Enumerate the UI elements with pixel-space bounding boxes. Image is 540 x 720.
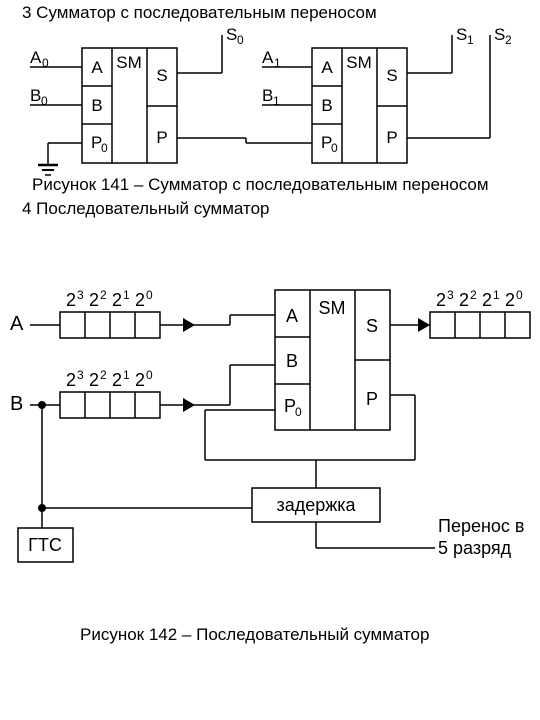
svg-text:B: B bbox=[10, 393, 23, 415]
svg-text:2: 2 bbox=[100, 288, 107, 302]
svg-text:2: 2 bbox=[66, 290, 76, 310]
svg-text:2: 2 bbox=[470, 288, 477, 302]
svg-text:S: S bbox=[226, 25, 237, 44]
svg-text:2: 2 bbox=[135, 290, 145, 310]
svg-text:2: 2 bbox=[89, 290, 99, 310]
svg-text:2: 2 bbox=[89, 370, 99, 390]
svg-text:1: 1 bbox=[467, 33, 474, 47]
fig2-reg-a: 23 22 21 20 bbox=[60, 288, 160, 338]
svg-text:S: S bbox=[386, 66, 397, 85]
svg-text:S: S bbox=[156, 66, 167, 85]
fig2-delay: задержка bbox=[252, 488, 380, 522]
svg-text:B: B bbox=[321, 96, 332, 115]
svg-text:B: B bbox=[262, 86, 273, 105]
fig2-carry-label-1: Перенос в bbox=[438, 516, 524, 536]
svg-text:2: 2 bbox=[505, 290, 515, 310]
svg-text:SM: SM bbox=[346, 53, 372, 72]
svg-text:2: 2 bbox=[482, 290, 492, 310]
svg-text:1: 1 bbox=[273, 94, 280, 108]
svg-text:B: B bbox=[91, 96, 102, 115]
fig1-caption: Рисунок 141 – Сумматор с последовательны… bbox=[32, 175, 489, 194]
svg-text:3: 3 bbox=[447, 288, 454, 302]
svg-text:2: 2 bbox=[112, 290, 122, 310]
svg-text:1: 1 bbox=[493, 288, 500, 302]
fig2-caption: Рисунок 142 – Последовательный сумматор bbox=[80, 625, 429, 644]
svg-text:A: A bbox=[286, 306, 298, 326]
svg-text:0: 0 bbox=[42, 56, 49, 70]
svg-text:P: P bbox=[386, 128, 397, 147]
svg-text:A: A bbox=[91, 58, 103, 77]
svg-text:0: 0 bbox=[295, 405, 302, 419]
svg-text:2: 2 bbox=[66, 370, 76, 390]
svg-text:2: 2 bbox=[135, 370, 145, 390]
svg-text:0: 0 bbox=[237, 33, 244, 47]
figure-1: 3 Сумматор с последовательным переносом … bbox=[22, 3, 512, 194]
svg-text:B: B bbox=[30, 86, 41, 105]
svg-text:3: 3 bbox=[77, 368, 84, 382]
svg-text:2: 2 bbox=[100, 368, 107, 382]
svg-text:2: 2 bbox=[505, 33, 512, 47]
svg-text:2: 2 bbox=[459, 290, 469, 310]
svg-text:A: A bbox=[262, 48, 274, 67]
svg-text:1: 1 bbox=[123, 368, 130, 382]
fig1-heading: 3 Сумматор с последовательным переносом bbox=[22, 3, 377, 22]
figure-2: A 23 22 21 20 B 2 bbox=[10, 288, 530, 562]
svg-text:B: B bbox=[286, 351, 298, 371]
svg-text:3: 3 bbox=[77, 288, 84, 302]
svg-text:S: S bbox=[366, 316, 378, 336]
svg-text:задержка: задержка bbox=[276, 495, 356, 515]
svg-text:0: 0 bbox=[41, 94, 48, 108]
svg-text:SM: SM bbox=[116, 53, 142, 72]
fig1-adder-2: A B P 0 SM S P bbox=[312, 48, 407, 163]
svg-text:0: 0 bbox=[331, 141, 338, 155]
svg-text:A: A bbox=[321, 58, 333, 77]
fig2-reg-out: 23 22 21 20 bbox=[430, 288, 530, 338]
svg-text:A: A bbox=[10, 313, 24, 335]
svg-text:A: A bbox=[30, 48, 42, 67]
fig2-heading: 4 Последовательный сумматор bbox=[22, 199, 270, 218]
fig2-gts: ГТС bbox=[18, 528, 73, 562]
svg-text:P: P bbox=[366, 389, 378, 409]
svg-text:0: 0 bbox=[146, 368, 153, 382]
svg-text:SM: SM bbox=[319, 298, 346, 318]
fig2-adder: A B P 0 SM S P bbox=[275, 290, 390, 430]
svg-text:S: S bbox=[494, 25, 505, 44]
fig2-carry-label-2: 5 разряд bbox=[438, 538, 512, 558]
svg-text:0: 0 bbox=[101, 141, 108, 155]
svg-text:ГТС: ГТС bbox=[28, 535, 62, 555]
svg-text:0: 0 bbox=[516, 288, 523, 302]
fig2-reg-b: 23 22 21 20 bbox=[60, 368, 160, 418]
svg-text:2: 2 bbox=[112, 370, 122, 390]
fig1-adder-1: A B P 0 SM S P bbox=[82, 48, 177, 163]
svg-text:1: 1 bbox=[274, 56, 281, 70]
svg-text:0: 0 bbox=[146, 288, 153, 302]
svg-text:S: S bbox=[456, 25, 467, 44]
svg-text:2: 2 bbox=[436, 290, 446, 310]
svg-text:P: P bbox=[156, 128, 167, 147]
svg-text:1: 1 bbox=[123, 288, 130, 302]
